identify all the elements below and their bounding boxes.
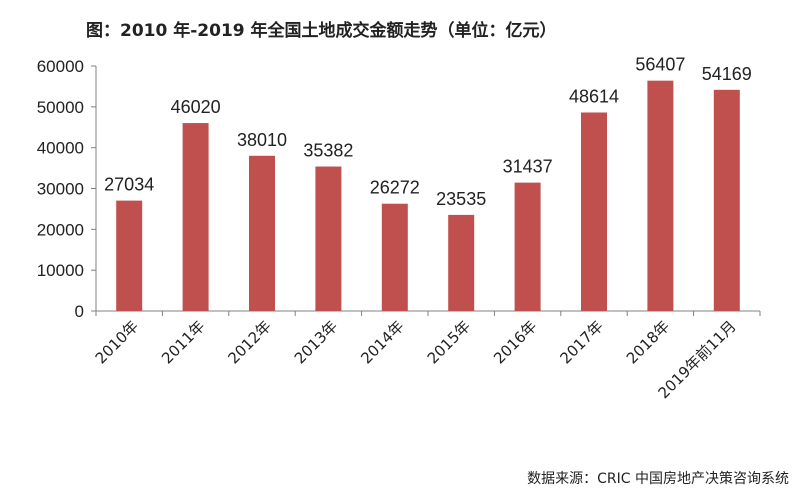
y-tick-label: 60000 xyxy=(37,57,84,76)
data-label: 46020 xyxy=(171,97,221,117)
x-tick-label: 2015年 xyxy=(424,317,474,367)
y-tick-label: 50000 xyxy=(37,98,84,117)
x-tick-label: 2016年 xyxy=(490,317,540,367)
source-note: 数据来源：CRIC 中国房地产决策咨询系统 xyxy=(527,470,789,487)
y-tick-label: 40000 xyxy=(37,139,84,158)
bar xyxy=(182,123,209,312)
data-label: 26272 xyxy=(370,178,420,198)
data-label: 54169 xyxy=(702,64,752,84)
chart-title: 图：2010 年-2019 年全国土地成交金额走势（单位：亿元） xyxy=(86,20,557,41)
y-tick-label: 30000 xyxy=(37,180,84,199)
x-tick-label: 2018年 xyxy=(623,317,673,367)
data-label: 56407 xyxy=(635,55,685,75)
bar xyxy=(116,200,143,311)
bar xyxy=(713,89,740,312)
x-tick-label: 2013年 xyxy=(291,317,341,367)
data-label: 23535 xyxy=(436,189,486,209)
y-axis-ticks: 0 10000 20000 30000 40000 50000 60000 xyxy=(37,57,96,321)
bar xyxy=(381,203,408,311)
data-label: 48614 xyxy=(569,86,619,106)
bar xyxy=(581,112,607,312)
x-tick-label: 2011年 xyxy=(158,317,208,367)
data-label: 31437 xyxy=(503,157,553,177)
bars-group xyxy=(116,80,740,312)
y-tick-label: 0 xyxy=(75,302,84,321)
bar xyxy=(315,166,342,311)
data-labels-group: 27034 46020 38010 35382 26272 23535 31437 48614… xyxy=(104,55,752,209)
x-tick-label: 2010年 xyxy=(92,317,142,367)
y-tick-label: 10000 xyxy=(37,261,84,280)
bar xyxy=(448,214,475,311)
data-label: 38010 xyxy=(237,130,287,150)
x-tick-label: 2014年 xyxy=(357,317,407,367)
bar xyxy=(249,155,275,311)
bar xyxy=(514,182,541,311)
y-tick-label: 20000 xyxy=(37,220,84,239)
data-label: 27034 xyxy=(104,175,154,195)
x-tick-label: 2017年 xyxy=(556,317,606,367)
data-label: 35382 xyxy=(303,141,353,161)
x-axis-ticks: 2010年 2011年 2012年 2013年 2014年 2015年 2016年 2017年… xyxy=(92,311,761,402)
x-tick-label: 2012年 xyxy=(224,317,274,367)
bar xyxy=(647,80,674,311)
